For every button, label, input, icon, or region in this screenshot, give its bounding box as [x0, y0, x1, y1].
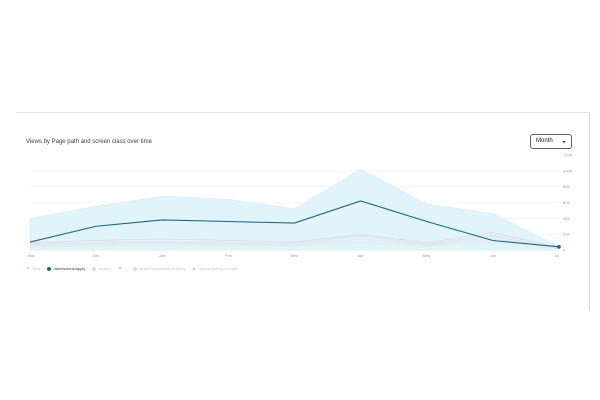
- dot-icon: [92, 266, 97, 271]
- series-lines: [29, 200, 561, 250]
- legend-item-search[interactable]: /search: [92, 266, 111, 271]
- total-band: [29, 168, 560, 251]
- x-tick-label: Mar: [291, 253, 299, 258]
- triangle-up-icon: [192, 267, 197, 270]
- legend-item-total[interactable]: Total: [26, 266, 40, 271]
- series-line: [29, 232, 560, 248]
- legend-label: /admissions/apply: [53, 266, 86, 271]
- y-axis-ticks: 0 20K 40K 60K 80K 100K 120K: [563, 153, 573, 253]
- legend-label: /search: [98, 266, 112, 271]
- y-tick-label: 20K: [563, 232, 570, 237]
- x-tick-label: Jul: [554, 253, 559, 258]
- dot-icon: [47, 266, 52, 271]
- y-tick-label: 40K: [563, 216, 570, 221]
- x-tick-label: Jun: [490, 253, 496, 258]
- total-area: [29, 168, 560, 251]
- triangle-down-icon: [26, 267, 30, 270]
- legend-label: Total: [32, 266, 41, 271]
- chart-title: Views by Page path and screen class over…: [26, 139, 152, 145]
- chart-card: Views by Page path and screen class over…: [16, 112, 590, 310]
- line-chart: 0 20K 40K 60K 80K 100K 120K Nov Dec Jan Feb Mar Apr…: [28, 153, 573, 259]
- dot-icon: [132, 266, 137, 271]
- x-axis-ticks: Nov Dec Jan Feb Mar Apr May Jun Jul: [28, 253, 559, 258]
- series-end-point: [557, 245, 561, 249]
- legend-item-admissions-apply[interactable]: /admissions/apply: [47, 266, 85, 271]
- granularity-value: Month: [536, 138, 553, 144]
- y-tick-label: 120K: [563, 153, 573, 158]
- legend-item-home[interactable]: /: [118, 266, 126, 271]
- series-line: [29, 241, 560, 250]
- caret-down-icon: [562, 141, 566, 143]
- x-tick-label: Jan: [159, 253, 165, 258]
- legend-item-areas-of-study[interactable]: /academics/areas-of-study: [132, 266, 186, 271]
- granularity-dropdown[interactable]: Month: [530, 134, 572, 149]
- chart-legend: Total /admissions/apply /search / /acade…: [26, 266, 238, 271]
- triangle-down-icon: [118, 267, 123, 270]
- legend-item-visiting-campus[interactable]: /about/visiting-campus: [192, 266, 238, 271]
- x-tick-label: Feb: [225, 253, 233, 258]
- legend-label: /academics/areas-of-study: [138, 266, 186, 271]
- legend-label: /: [124, 266, 126, 271]
- x-tick-label: May: [423, 253, 431, 258]
- y-tick-label: 0: [563, 248, 566, 253]
- y-tick-label: 80K: [563, 184, 570, 189]
- series-line: [29, 238, 560, 249]
- legend-label: /about/visiting-campus: [198, 266, 239, 271]
- series-line: [29, 235, 560, 249]
- x-tick-label: Nov: [28, 253, 35, 258]
- series-line: [29, 200, 560, 248]
- y-tick-label: 60K: [563, 200, 570, 205]
- x-tick-label: Apr: [358, 253, 365, 258]
- y-tick-label: 100K: [563, 168, 573, 173]
- x-tick-label: Dec: [93, 253, 100, 258]
